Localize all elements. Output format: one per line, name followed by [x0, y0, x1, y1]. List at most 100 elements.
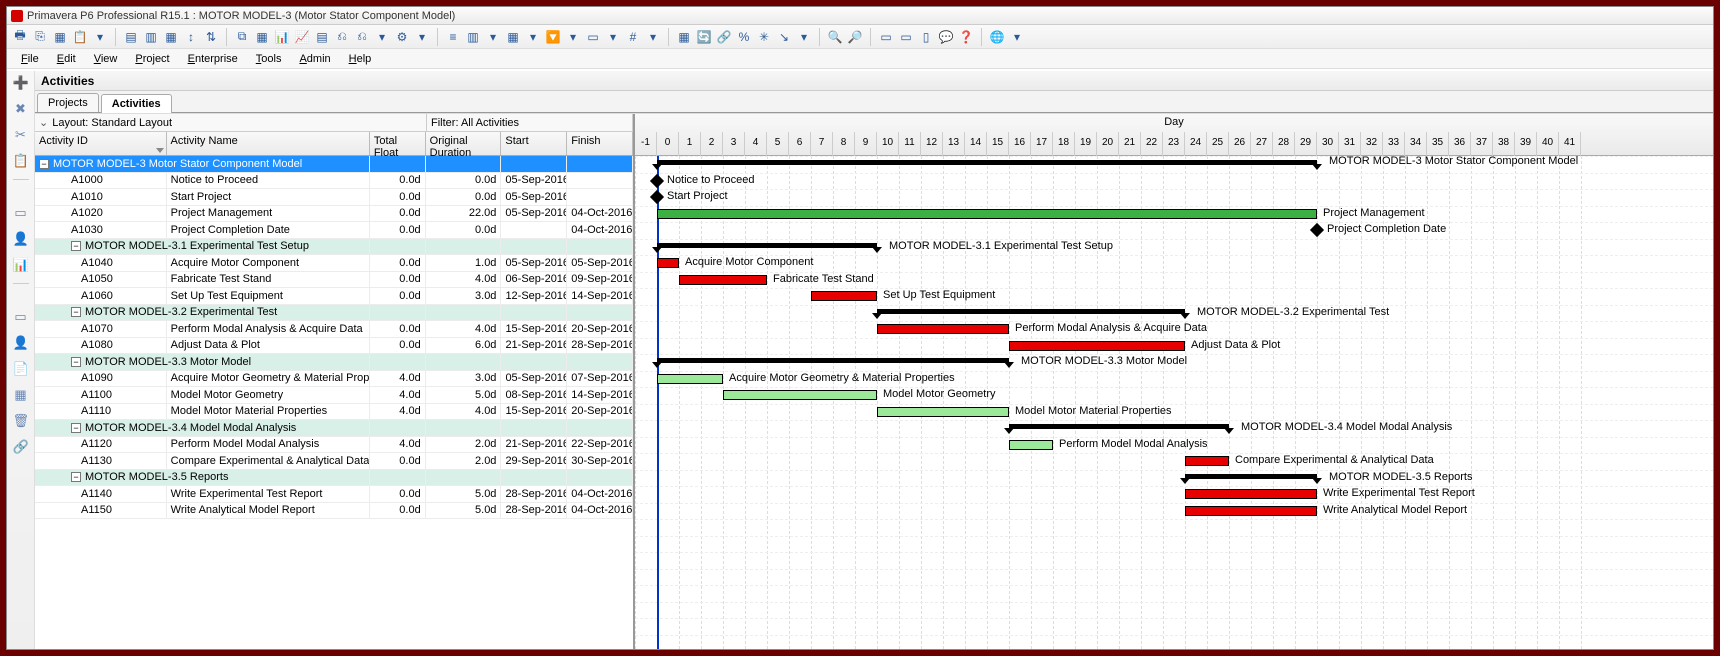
menu-edit[interactable]: Edit	[49, 51, 84, 67]
col-header[interactable]: Finish	[567, 132, 633, 155]
toolbar-icon[interactable]: ▦	[504, 28, 522, 46]
activity-row[interactable]: A1130Compare Experimental & Analytical D…	[35, 453, 633, 470]
activity-bar[interactable]	[679, 275, 767, 285]
rail-icon[interactable]: ✂	[13, 127, 29, 143]
toolbar-icon[interactable]: 🖶	[11, 28, 29, 46]
toolbar-icon[interactable]: ▥	[464, 28, 482, 46]
gantt-body[interactable]: MOTOR MODEL-3 Motor Stator Component Mod…	[635, 156, 1713, 649]
summary-row[interactable]: −MOTOR MODEL-3.5 Reports	[35, 470, 633, 487]
toolbar-icon[interactable]: ▾	[644, 28, 662, 46]
activity-row[interactable]: A1100Model Motor Geometry4.0d5.0d08-Sep-…	[35, 387, 633, 404]
toolbar-icon[interactable]: ▾	[91, 28, 109, 46]
menu-project[interactable]: Project	[127, 51, 177, 67]
col-header[interactable]: Start	[501, 132, 567, 155]
rail-icon[interactable]: 📊	[13, 257, 29, 273]
activity-row[interactable]: A1140Write Experimental Test Report0.0d5…	[35, 486, 633, 503]
activity-row[interactable]: A1050Fabricate Test Stand0.0d4.0d06-Sep-…	[35, 272, 633, 289]
activity-bar[interactable]	[723, 390, 877, 400]
menu-view[interactable]: View	[86, 51, 126, 67]
toolbar-icon[interactable]: ≡	[444, 28, 462, 46]
toolbar-icon[interactable]: ⎘	[31, 28, 49, 46]
toolbar-icon[interactable]: ▾	[604, 28, 622, 46]
activity-bar[interactable]	[877, 407, 1009, 417]
toolbar-icon[interactable]: 💬	[937, 28, 955, 46]
activity-bar[interactable]	[657, 209, 1317, 219]
toolbar-icon[interactable]: ▭	[897, 28, 915, 46]
summary-bar[interactable]	[657, 358, 1009, 363]
toolbar-icon[interactable]: ⧉	[233, 28, 251, 46]
toolbar-icon[interactable]: 🌐	[988, 28, 1006, 46]
toolbar-icon[interactable]: 🔽	[544, 28, 562, 46]
toolbar-icon[interactable]: ▾	[373, 28, 391, 46]
toolbar-icon[interactable]: ▾	[564, 28, 582, 46]
rail-icon[interactable]: ✖	[13, 101, 29, 117]
toolbar-icon[interactable]: ▾	[1008, 28, 1026, 46]
rail-icon[interactable]	[13, 283, 29, 299]
toolbar-icon[interactable]: ▦	[253, 28, 271, 46]
toolbar-icon[interactable]: ▥	[142, 28, 160, 46]
activity-bar[interactable]	[1185, 489, 1317, 499]
toolbar-icon[interactable]: ↘	[775, 28, 793, 46]
col-header[interactable]: Activity ID	[35, 132, 167, 155]
toolbar-icon[interactable]: 🔄	[695, 28, 713, 46]
toolbar-icon[interactable]: 🔗	[715, 28, 733, 46]
activity-bar[interactable]	[877, 324, 1009, 334]
toolbar-icon[interactable]: ▦	[162, 28, 180, 46]
toolbar-icon[interactable]: ▾	[795, 28, 813, 46]
menu-help[interactable]: Help	[341, 51, 380, 67]
col-header[interactable]: Activity Name	[167, 132, 370, 155]
toolbar-icon[interactable]: ▭	[877, 28, 895, 46]
toolbar-icon[interactable]: 📋	[71, 28, 89, 46]
toolbar-icon[interactable]: ▦	[675, 28, 693, 46]
col-header[interactable]: Total Float	[370, 132, 426, 155]
summary-row[interactable]: −MOTOR MODEL-3.3 Motor Model	[35, 354, 633, 371]
summary-bar[interactable]	[1185, 474, 1317, 479]
summary-row[interactable]: −MOTOR MODEL-3.4 Model Modal Analysis	[35, 420, 633, 437]
rail-icon[interactable]: 👤	[13, 231, 29, 247]
rail-icon[interactable]: 🗑	[13, 413, 29, 429]
tab-projects[interactable]: Projects	[37, 93, 99, 112]
rail-icon[interactable]: ▭	[13, 309, 29, 325]
rail-icon[interactable]: 👤	[13, 335, 29, 351]
milestone[interactable]	[650, 173, 664, 187]
menu-admin[interactable]: Admin	[291, 51, 338, 67]
toolbar-icon[interactable]: ▯	[917, 28, 935, 46]
toolbar-icon[interactable]: ▤	[313, 28, 331, 46]
activity-bar[interactable]	[1009, 440, 1053, 450]
rail-icon[interactable]: ➕	[13, 75, 29, 91]
menu-tools[interactable]: Tools	[248, 51, 290, 67]
milestone[interactable]	[650, 190, 664, 204]
toolbar-icon[interactable]: ⚙	[393, 28, 411, 46]
toolbar-icon[interactable]: 🔍	[826, 28, 844, 46]
toolbar-icon[interactable]: 🔎	[846, 28, 864, 46]
menu-file[interactable]: File	[13, 51, 47, 67]
toolbar-icon[interactable]: ❓	[957, 28, 975, 46]
activity-row[interactable]: A1060Set Up Test Equipment0.0d3.0d12-Sep…	[35, 288, 633, 305]
rail-icon[interactable]: 📋	[13, 153, 29, 169]
toolbar-icon[interactable]: ▾	[413, 28, 431, 46]
milestone[interactable]	[1310, 223, 1324, 237]
col-header[interactable]: Original Duration	[426, 132, 502, 155]
toolbar-icon[interactable]: 📈	[293, 28, 311, 46]
summary-row[interactable]: −MOTOR MODEL-3.1 Experimental Test Setup	[35, 239, 633, 256]
toolbar-icon[interactable]: ▭	[584, 28, 602, 46]
rail-icon[interactable]: 🔗	[13, 439, 29, 455]
rail-icon[interactable]	[13, 179, 29, 195]
toolbar-icon[interactable]: ↕	[182, 28, 200, 46]
summary-row[interactable]: −MOTOR MODEL-3.2 Experimental Test	[35, 305, 633, 322]
activity-bar[interactable]	[657, 374, 723, 384]
activity-row[interactable]: A1110Model Motor Material Properties4.0d…	[35, 404, 633, 421]
activity-row[interactable]: A1120Perform Model Modal Analysis4.0d2.0…	[35, 437, 633, 454]
toolbar-icon[interactable]: ▾	[524, 28, 542, 46]
toolbar-icon[interactable]: ✳	[755, 28, 773, 46]
tab-activities[interactable]: Activities	[101, 94, 172, 113]
rail-icon[interactable]: ▦	[13, 387, 29, 403]
toolbar-icon[interactable]: #	[624, 28, 642, 46]
activity-row[interactable]: A1000Notice to Proceed0.0d0.0d05-Sep-201…	[35, 173, 633, 190]
menu-enterprise[interactable]: Enterprise	[180, 51, 246, 67]
activity-row[interactable]: A1080Adjust Data & Plot0.0d6.0d21-Sep-20…	[35, 338, 633, 355]
summary-bar[interactable]	[657, 243, 877, 248]
activity-bar[interactable]	[1009, 341, 1185, 351]
activity-bar[interactable]	[657, 258, 679, 268]
rail-icon[interactable]: ▭	[13, 205, 29, 221]
